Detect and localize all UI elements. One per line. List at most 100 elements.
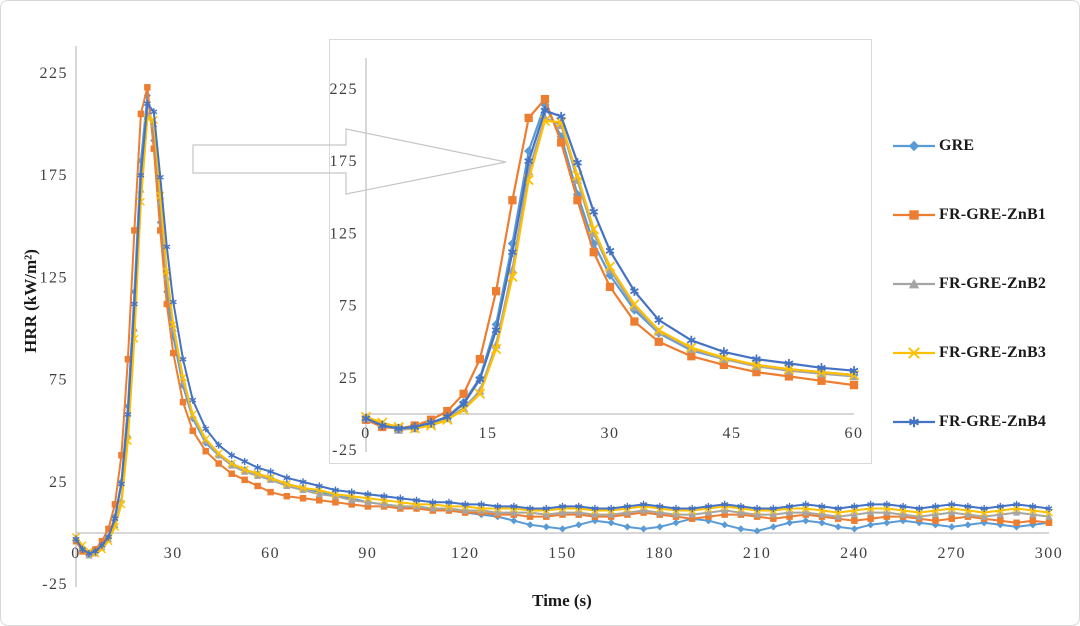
marker	[705, 513, 712, 520]
marker	[1045, 519, 1053, 527]
marker	[542, 511, 550, 518]
tick-label: 45	[723, 425, 742, 442]
marker	[630, 317, 639, 326]
marker	[737, 525, 745, 533]
marker	[656, 502, 664, 511]
marker	[883, 500, 891, 508]
marker	[575, 521, 583, 529]
marker	[908, 278, 920, 289]
marker	[429, 498, 437, 506]
marker	[883, 508, 891, 516]
marker	[442, 412, 452, 422]
marker	[640, 500, 648, 508]
legend: GRE FR-GRE-ZnB1 FR-GRE-ZnB2 FR-GRE-ZnB3 …	[891, 135, 1046, 433]
marker	[254, 463, 262, 472]
marker	[932, 517, 939, 524]
tick-label: 25	[339, 370, 358, 387]
marker	[241, 468, 249, 475]
marker	[202, 425, 210, 433]
marker	[607, 504, 615, 513]
series-line-FR-GRE-ZnB1	[365, 98, 855, 430]
marker	[348, 496, 356, 504]
marker	[254, 482, 261, 490]
znb4-asterisk-marker-icon	[893, 416, 935, 428]
tick-label: 15	[479, 425, 498, 442]
marker	[380, 492, 388, 500]
marker	[412, 502, 421, 510]
tick-label: 60	[261, 545, 280, 562]
marker	[770, 515, 777, 522]
marker	[719, 360, 729, 370]
marker	[443, 406, 452, 416]
marker	[996, 502, 1004, 511]
marker	[849, 366, 859, 376]
marker	[241, 457, 249, 466]
marker	[150, 145, 158, 152]
marker	[524, 156, 534, 166]
marker	[909, 210, 919, 220]
legend-label-fr-gre-znb3: FR-GRE-ZnB3	[939, 344, 1047, 361]
marker	[241, 476, 248, 484]
marker	[785, 508, 794, 516]
marker	[639, 525, 648, 533]
marker	[254, 472, 262, 479]
marker	[753, 527, 761, 535]
tick-label: 90	[358, 545, 377, 562]
marker	[964, 511, 972, 518]
marker	[179, 398, 187, 406]
marker	[588, 223, 599, 235]
marker	[215, 460, 222, 467]
tick-label: 150	[548, 545, 577, 562]
marker	[131, 227, 138, 234]
marker	[445, 504, 453, 512]
marker	[477, 500, 485, 508]
marker	[491, 325, 501, 335]
marker	[769, 504, 777, 513]
marker	[623, 508, 631, 516]
marker	[591, 511, 599, 518]
tick-label: 30	[601, 425, 620, 442]
marker	[215, 441, 223, 449]
tick-label: 180	[646, 545, 675, 562]
marker	[996, 511, 1004, 518]
marker	[575, 502, 583, 511]
marker	[686, 342, 697, 353]
marker	[144, 84, 151, 91]
marker	[163, 243, 171, 251]
marker	[899, 502, 907, 511]
marker	[948, 523, 956, 531]
marker	[1012, 508, 1021, 516]
marker	[573, 158, 582, 168]
marker	[817, 376, 826, 385]
marker	[475, 354, 485, 364]
tick-label: 240	[840, 545, 869, 562]
marker	[721, 506, 729, 514]
marker	[818, 519, 826, 527]
marker	[786, 513, 793, 520]
marker	[445, 498, 453, 506]
marker	[964, 502, 972, 511]
marker	[526, 513, 534, 520]
marker	[851, 517, 858, 524]
marker	[656, 508, 664, 516]
marker	[118, 452, 125, 459]
marker	[784, 358, 794, 369]
marker	[753, 504, 761, 513]
marker	[332, 499, 339, 506]
marker	[542, 504, 550, 513]
marker	[348, 501, 355, 508]
znb1-square-marker-icon	[893, 210, 935, 220]
marker	[607, 511, 615, 518]
marker	[526, 521, 534, 529]
marker	[883, 513, 891, 520]
marker	[117, 480, 125, 488]
x-axis-title: Time (s)	[532, 591, 592, 610]
marker	[629, 299, 640, 310]
marker	[704, 502, 712, 511]
marker	[850, 511, 858, 518]
marker	[753, 511, 761, 518]
marker	[85, 549, 93, 558]
marker	[688, 511, 696, 518]
marker	[315, 490, 323, 498]
marker	[899, 511, 907, 518]
